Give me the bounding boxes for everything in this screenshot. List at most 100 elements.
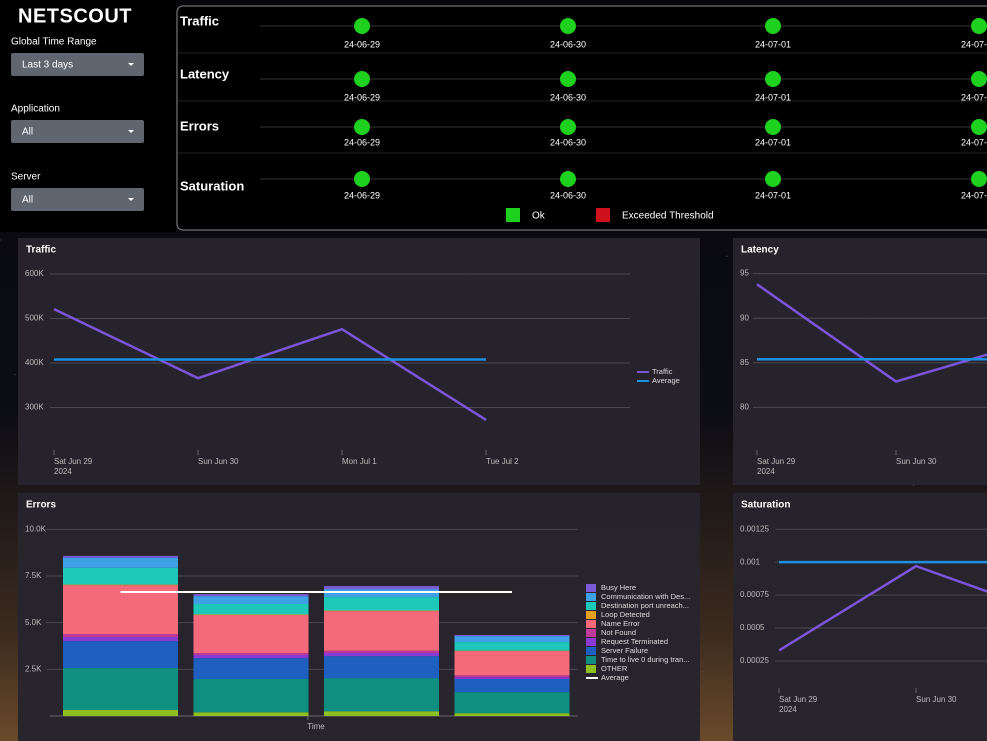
bar-segment <box>63 641 178 669</box>
bar-segment <box>63 557 178 568</box>
status-dot <box>765 71 781 87</box>
status-dot <box>560 119 576 135</box>
y-tick-label: 300K <box>25 403 44 412</box>
logo: NETSCOUT <box>18 5 132 27</box>
bar-segment <box>454 677 570 680</box>
status-date: 24-06-29 <box>344 39 380 49</box>
legend-swatch <box>586 584 596 592</box>
filter-label: Global Time Range <box>11 37 97 48</box>
y-tick-label: 600K <box>25 269 44 278</box>
dropdown[interactable] <box>11 188 144 211</box>
bar-segment <box>454 713 570 716</box>
filter-label: Application <box>11 104 60 115</box>
status-date: 24-06-29 <box>344 190 380 200</box>
status-date: 24-07-01 <box>755 137 791 147</box>
bar-segment <box>324 711 439 716</box>
y-tick-label: 500K <box>25 314 44 323</box>
status-dot <box>971 71 987 87</box>
status-dot <box>765 119 781 135</box>
bar-segment <box>324 650 439 653</box>
status-dot <box>765 18 781 34</box>
legend-swatch <box>596 208 610 222</box>
legend-label: Destination port unreach... <box>601 601 689 610</box>
x-sublabel: 2024 <box>757 467 775 476</box>
status-dot <box>560 171 576 187</box>
status-date: 24-06-30 <box>550 137 586 147</box>
star <box>726 255 728 257</box>
y-tick-label: 0.001 <box>740 557 761 566</box>
status-date: 24-06-30 <box>550 39 586 49</box>
bar-segment <box>193 604 309 615</box>
legend-swatch <box>586 638 596 646</box>
dropdown[interactable] <box>11 120 144 143</box>
bar-segment <box>63 555 178 558</box>
bar-segment <box>63 585 178 635</box>
bar-segment <box>324 597 439 611</box>
dropdown-arrow[interactable] <box>128 130 134 133</box>
bar-segment <box>324 611 439 651</box>
filter-label: Server <box>11 172 41 183</box>
status-date: 24-06-29 <box>344 137 380 147</box>
legend-swatch <box>586 656 596 664</box>
y-tick-label: 80 <box>740 403 749 412</box>
y-tick-label: 400K <box>25 358 44 367</box>
legend-swatch <box>586 620 596 628</box>
legend-swatch <box>586 647 596 655</box>
bar-segment <box>324 656 439 679</box>
status-date: 24-07-02 <box>961 92 987 102</box>
dropdown-value[interactable]: All <box>22 195 33 206</box>
x-tick-label: Tue Jul 2 <box>486 457 519 466</box>
status-dot <box>971 18 987 34</box>
x-sublabel: 2024 <box>54 467 72 476</box>
status-dot <box>560 18 576 34</box>
status-dot <box>354 18 370 34</box>
legend-label: OTHER <box>601 664 628 673</box>
legend-label: Not Found <box>601 628 636 637</box>
chart-panel <box>18 238 700 485</box>
status-date: 24-07-01 <box>755 190 791 200</box>
dropdown-arrow[interactable] <box>128 63 134 66</box>
chart-title: Saturation <box>741 500 790 511</box>
legend-label: Busy Here <box>601 583 636 592</box>
bar-segment <box>324 589 439 598</box>
y-tick-label: 5.0K <box>25 618 42 627</box>
bar-segment <box>454 636 570 643</box>
bar-segment <box>324 586 439 590</box>
status-dot <box>971 171 987 187</box>
bar-segment <box>454 679 570 693</box>
dropdown-arrow[interactable] <box>128 198 134 201</box>
bar-segment <box>63 584 178 586</box>
dropdown-value[interactable]: All <box>22 127 33 138</box>
y-tick-label: 0.00025 <box>740 656 769 665</box>
dropdown[interactable] <box>11 53 144 76</box>
x-axis-label: Time <box>307 722 325 731</box>
legend-label: Communication with Des... <box>601 592 690 601</box>
legend-swatch <box>586 611 596 619</box>
y-tick-label: 7.5K <box>25 571 42 580</box>
bar-segment <box>193 615 309 654</box>
status-dot <box>765 171 781 187</box>
legend-swatch <box>586 665 596 673</box>
bar-segment <box>63 668 178 711</box>
bar-segment <box>63 634 178 638</box>
chart-title: Latency <box>741 245 779 256</box>
star <box>14 374 16 376</box>
x-tick-label: Sat Jun 29 <box>54 457 93 466</box>
bar-segment <box>193 654 309 659</box>
bar-segment <box>324 652 439 657</box>
legend-swatch <box>586 602 596 610</box>
y-tick-label: 10.0K <box>25 524 47 533</box>
bar-segment <box>193 712 309 716</box>
y-tick-label: 0.0005 <box>740 623 765 632</box>
legend-label: Loop Detected <box>601 610 650 619</box>
row-label: Saturation <box>180 178 244 193</box>
x-tick-label: Sun Jun 30 <box>916 695 957 704</box>
bar-segment <box>454 675 570 678</box>
y-tick-label: 90 <box>740 313 749 322</box>
line-series <box>778 564 987 652</box>
chart-panel <box>733 238 987 485</box>
bar-segment <box>63 567 178 585</box>
dropdown-value[interactable]: Last 3 days <box>22 60 73 71</box>
legend-label: Server Failure <box>601 646 648 655</box>
